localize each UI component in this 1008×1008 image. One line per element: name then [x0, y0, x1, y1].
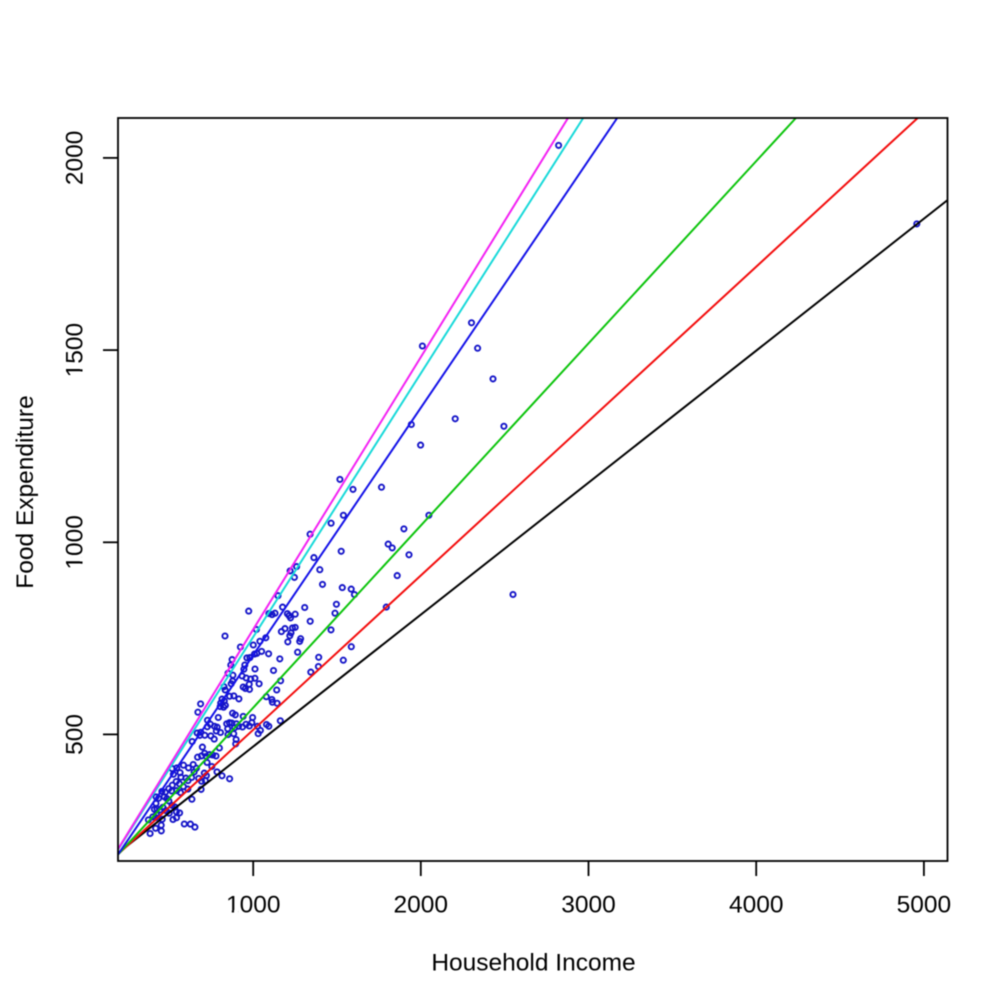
svg-text:2000: 2000	[62, 131, 89, 186]
svg-text:Household Income: Household Income	[431, 950, 635, 977]
svg-text:3000: 3000	[561, 892, 616, 919]
svg-text:2000: 2000	[394, 892, 449, 919]
svg-text:5000: 5000	[897, 892, 952, 919]
svg-text:4000: 4000	[729, 892, 784, 919]
svg-text:500: 500	[62, 714, 89, 755]
svg-text:1500: 1500	[62, 323, 89, 378]
svg-text:Food Expenditure: Food Expenditure	[12, 395, 39, 588]
svg-text:1000: 1000	[62, 515, 89, 570]
svg-text:1000: 1000	[226, 892, 281, 919]
